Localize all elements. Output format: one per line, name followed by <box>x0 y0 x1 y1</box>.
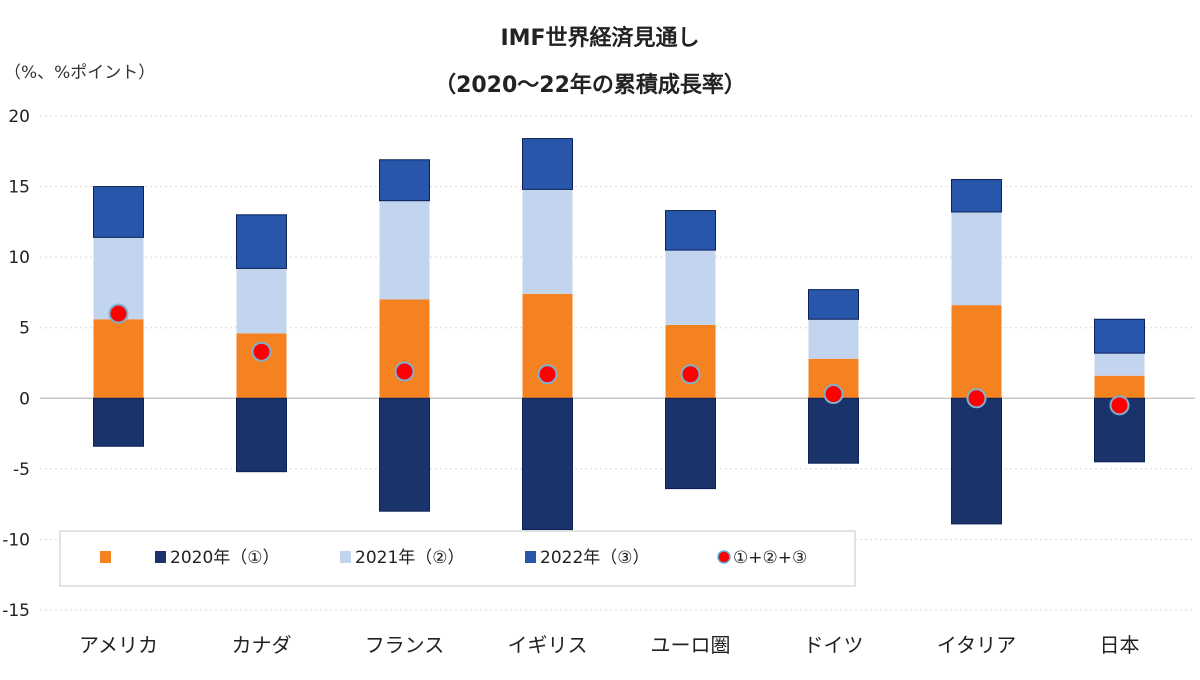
bar-segment <box>1094 353 1145 376</box>
bar-segment <box>951 397 1002 525</box>
bar-segment <box>808 289 859 320</box>
total-marker <box>251 341 272 362</box>
x-category-label: フランス <box>365 633 445 657</box>
legend-swatch <box>340 551 351 563</box>
bar-segment <box>665 250 716 325</box>
y-tick-label: -15 <box>2 601 30 621</box>
y-tick-label: 15 <box>8 178 30 198</box>
legend-swatch <box>525 551 536 563</box>
bar-segment <box>951 305 1002 399</box>
bar-segment <box>665 397 716 490</box>
legend-label: ①+②+③ <box>733 548 807 568</box>
bar-segment <box>379 299 430 399</box>
bar-segment <box>522 397 573 531</box>
bar-segment <box>665 210 716 251</box>
x-category-label: イタリア <box>937 633 1016 657</box>
y-tick-label: 0 <box>19 389 30 409</box>
total-marker <box>1109 395 1130 416</box>
total-marker <box>394 361 415 382</box>
gridlines <box>40 115 1195 611</box>
bar-segment <box>1094 397 1145 463</box>
bar-segment <box>1094 318 1145 354</box>
y-axis-ticks: 20 15 10 5 0 -5 -10 -15 <box>2 107 30 621</box>
legend-label: 2021年（②） <box>355 548 465 568</box>
bar-segment <box>93 319 144 399</box>
bars <box>93 138 1145 531</box>
x-axis-labels: アメリカ カナダ フランス イギリス ユーロ圏 ドイツ イタリア 日本 <box>79 633 1140 657</box>
total-marker <box>108 303 129 324</box>
bar-segment <box>1094 375 1145 399</box>
y-tick-label: 10 <box>8 248 30 268</box>
bar-segment <box>522 138 573 190</box>
total-markers <box>108 303 1130 416</box>
bar-segment <box>808 319 859 359</box>
bar-segment <box>93 186 144 238</box>
bar-segment <box>951 211 1002 306</box>
legend: 2020年（①） 2021年（②） 2022年（③） ①+②+③ <box>59 530 856 587</box>
bar-segment <box>236 397 287 473</box>
bar-segment <box>808 397 859 464</box>
bar-segment <box>522 189 573 294</box>
bar-segment <box>379 159 430 202</box>
legend-swatch <box>100 551 111 563</box>
x-category-label: カナダ <box>232 633 292 657</box>
x-category-label: ドイツ <box>804 633 864 657</box>
y-axis-label: （%、%ポイント） <box>4 63 155 83</box>
total-marker <box>823 384 844 405</box>
bar-segment <box>379 397 430 512</box>
y-tick-label: -5 <box>13 460 30 480</box>
bar-segment <box>236 214 287 269</box>
total-marker <box>537 364 558 385</box>
chart-title: IMF世界経済見通し <box>500 25 699 51</box>
x-category-label: ユーロ圏 <box>651 633 731 657</box>
total-marker <box>680 364 701 385</box>
legend-label: 2022年（③） <box>540 548 650 568</box>
bar-segment <box>665 324 716 399</box>
y-tick-label: 20 <box>8 107 30 127</box>
y-tick-label: -10 <box>2 530 30 550</box>
bar-segment <box>951 179 1002 213</box>
bar-segment <box>236 268 287 334</box>
legend-marker-icon <box>717 550 731 564</box>
x-category-label: イギリス <box>508 633 588 657</box>
legend-swatch <box>155 551 166 563</box>
bar-segment <box>93 397 144 447</box>
legend-label: 2020年（①） <box>170 548 280 568</box>
total-marker <box>966 388 987 409</box>
chart-subtitle: （2020～22年の累積成長率） <box>434 72 746 98</box>
x-category-label: アメリカ <box>79 633 158 657</box>
x-category-label: 日本 <box>1100 633 1140 657</box>
bar-segment <box>379 200 430 300</box>
y-tick-label: 5 <box>19 319 30 339</box>
